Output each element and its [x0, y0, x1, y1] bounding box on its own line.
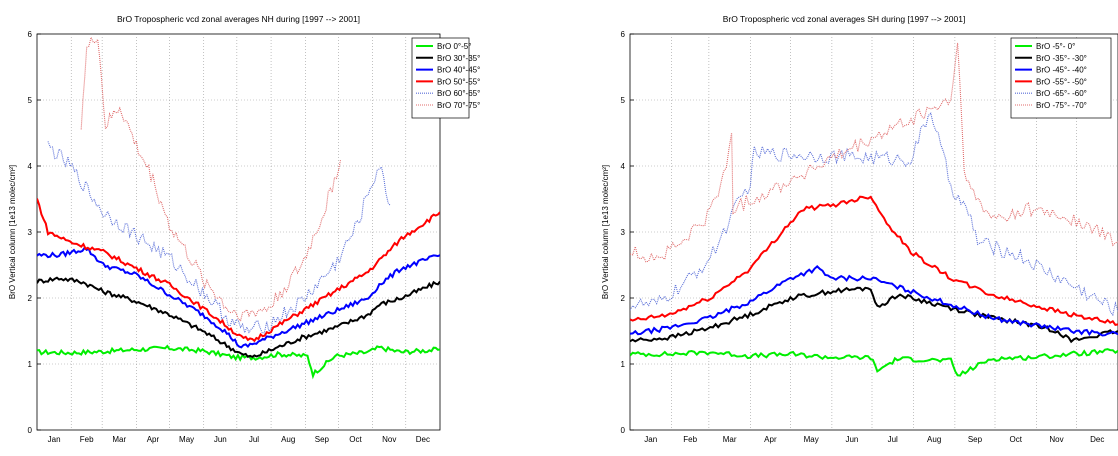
y-tick-label: 4	[621, 162, 626, 171]
y-axis-label: BrO Vertical column [1e13 molec/cm²]	[8, 165, 17, 299]
x-tick-label: Apr	[147, 435, 160, 444]
series-line-6	[80, 35, 342, 322]
legend-entry: BrO -5°- 0°	[1036, 42, 1075, 51]
y-tick-label: 1	[621, 360, 626, 369]
series-line-4	[630, 195, 1118, 327]
x-tick-label: Nov	[1049, 435, 1063, 444]
series-line-4	[37, 198, 440, 343]
y-tick-label: 4	[28, 162, 33, 171]
x-tick-label: May	[804, 435, 819, 444]
y-axis-label: BrO Vertical column [1e13 molec/cm²]	[601, 165, 610, 299]
chart-panel-2: BrO Tropospheric vcd zonal averages SH d…	[601, 14, 1118, 444]
series-line-3	[630, 265, 1118, 337]
x-tick-label: Jul	[249, 435, 259, 444]
x-tick-label: Aug	[281, 435, 295, 444]
series-line-5	[47, 141, 391, 335]
x-tick-label: Oct	[1009, 435, 1022, 444]
series-line-1	[37, 344, 440, 380]
legend-entry: BrO 40°-45°	[437, 66, 480, 75]
y-tick-label: 0	[28, 426, 33, 435]
x-tick-label: Dec	[416, 435, 430, 444]
chart-title: BrO Tropospheric vcd zonal averages NH d…	[117, 14, 360, 24]
x-tick-label: Sep	[315, 435, 330, 444]
x-tick-label: Jun	[214, 435, 227, 444]
series-line-2	[37, 276, 440, 359]
legend-entry: BrO 30°-35°	[437, 54, 480, 63]
x-tick-label: Sep	[968, 435, 983, 444]
x-tick-label: Aug	[927, 435, 941, 444]
legend-entry: BrO -75°- -70°	[1036, 101, 1087, 110]
x-tick-label: Oct	[349, 435, 362, 444]
x-tick-label: Mar	[723, 435, 737, 444]
x-tick-label: Jun	[845, 435, 858, 444]
chart-panel-1: BrO Tropospheric vcd zonal averages NH d…	[8, 14, 480, 444]
x-tick-label: Nov	[382, 435, 396, 444]
x-tick-label: Jan	[48, 435, 61, 444]
x-tick-label: Jul	[888, 435, 898, 444]
y-tick-label: 5	[28, 96, 33, 105]
y-tick-label: 6	[28, 30, 33, 39]
y-tick-label: 1	[28, 360, 33, 369]
legend-entry: BrO -45°- -40°	[1036, 66, 1087, 75]
legend-entry: BrO 60°-65°	[437, 89, 480, 98]
legend-box	[411, 37, 470, 119]
series-line-5	[630, 112, 1118, 317]
x-tick-label: Apr	[764, 435, 777, 444]
x-tick-label: Mar	[112, 435, 126, 444]
x-tick-label: May	[179, 435, 194, 444]
legend: BrO 0°-5° BrO 30°-35° BrO 40°-45° BrO 50°-5…	[411, 37, 480, 119]
series-line-3	[37, 246, 440, 349]
legend-entry: BrO 0°-5°	[437, 42, 471, 51]
series-line-1	[630, 348, 1118, 377]
legend: BrO -5°- 0° BrO -35°- -30° BrO -45°- -40° B…	[1010, 37, 1112, 119]
legend-entry: BrO 70°-75°	[437, 101, 480, 110]
y-tick-label: 3	[621, 228, 626, 237]
y-tick-label: 6	[621, 30, 626, 39]
x-tick-label: Jan	[644, 435, 657, 444]
series-line-6	[630, 42, 1118, 263]
y-tick-label: 2	[621, 294, 626, 303]
legend-entry: BrO -35°- -30°	[1036, 54, 1087, 63]
legend-entry: BrO -65°- -60°	[1036, 89, 1087, 98]
legend-entry: BrO 50°-55°	[437, 77, 480, 86]
y-tick-label: 0	[621, 426, 626, 435]
y-tick-label: 2	[28, 294, 33, 303]
legend-entry: BrO -55°- -50°	[1036, 77, 1087, 86]
y-tick-label: 5	[621, 96, 626, 105]
chart-title: BrO Tropospheric vcd zonal averages SH d…	[723, 14, 966, 24]
x-tick-label: Feb	[80, 435, 94, 444]
y-tick-label: 3	[28, 228, 33, 237]
x-tick-label: Dec	[1090, 435, 1104, 444]
x-tick-label: Feb	[683, 435, 697, 444]
